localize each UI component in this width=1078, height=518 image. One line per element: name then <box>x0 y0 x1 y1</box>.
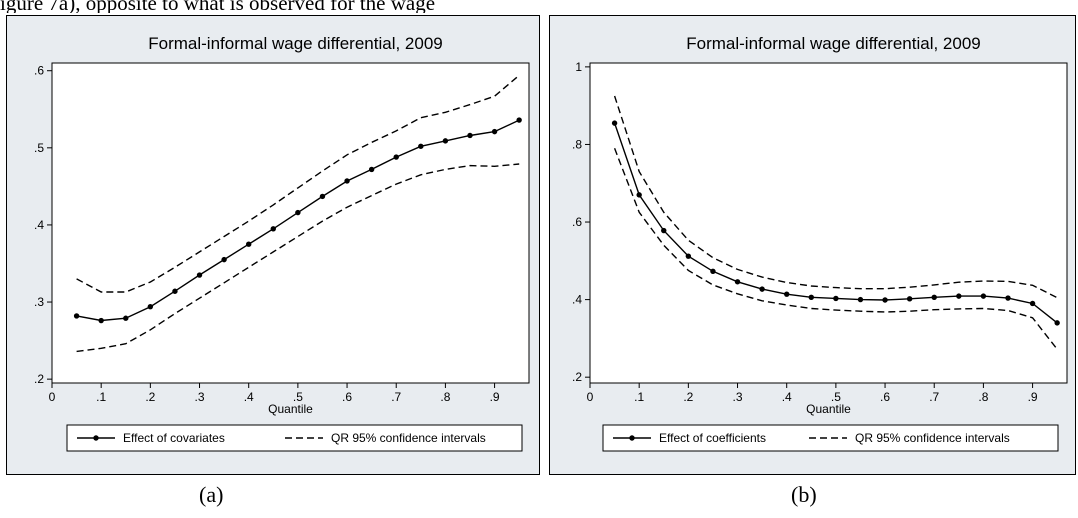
data-point <box>98 317 104 324</box>
data-point <box>393 154 399 160</box>
data-point <box>611 120 618 126</box>
data-point <box>685 253 692 259</box>
data-point <box>906 296 913 302</box>
x-tick-label: .4 <box>244 390 254 404</box>
y-tick-label: .5 <box>34 141 44 155</box>
y-tick-label: .4 <box>572 293 582 307</box>
chart-b-svg: Formal-informal wage differential, 2009.… <box>572 34 1068 452</box>
x-tick-label: 0 <box>49 390 56 404</box>
ci-line <box>76 163 520 353</box>
data-point <box>73 313 80 319</box>
chart-title: Formal-informal wage differential, 2009 <box>148 34 443 53</box>
chart-a-svg: Formal-informal wage differential, 2009.… <box>34 34 530 452</box>
legend-box <box>602 424 1059 452</box>
clipped-header-text: igure 7a), opposite to what is observed … <box>0 0 436 13</box>
data-point <box>710 268 716 274</box>
x-tick-label: .5 <box>831 390 841 404</box>
y-tick-label: .6 <box>572 215 582 229</box>
y-tick-label: .2 <box>572 370 582 384</box>
x-tick-label: .8 <box>978 390 988 404</box>
ci-line <box>76 74 520 293</box>
legend-label-estimate: Effect of covariates <box>123 431 225 445</box>
caption-b: (b) <box>791 482 817 507</box>
chart-title: Formal-informal wage differential, 2009 <box>686 34 981 53</box>
data-point <box>123 315 129 321</box>
legend-marker <box>93 435 99 441</box>
x-tick-label: .6 <box>880 390 890 404</box>
x-tick-label: .3 <box>195 390 205 404</box>
data-point <box>246 241 252 247</box>
plot-area <box>589 62 1068 384</box>
data-point <box>1054 320 1060 326</box>
data-point <box>516 117 522 123</box>
data-point <box>956 293 962 299</box>
data-point <box>833 295 839 302</box>
data-point <box>172 288 178 294</box>
y-tick-label: 1 <box>575 60 582 74</box>
data-point <box>221 256 227 263</box>
y-tick-label: .4 <box>34 218 44 232</box>
x-tick-label: .5 <box>293 390 303 404</box>
data-point <box>784 291 790 297</box>
data-point <box>882 297 888 303</box>
legend-label-ci: QR 95% confidence intervals <box>855 431 1010 445</box>
data-point <box>319 193 326 200</box>
data-point <box>636 192 642 198</box>
plot-area <box>51 62 530 384</box>
data-point <box>368 166 375 173</box>
data-point <box>196 272 203 278</box>
data-point <box>980 293 987 299</box>
x-tick-label: 0 <box>587 390 594 404</box>
x-tick-label: .8 <box>440 390 450 404</box>
x-tick-label: .1 <box>634 390 644 404</box>
chart-panel-a: Formal-informal wage differential, 2009.… <box>6 15 540 475</box>
caption-a: (a) <box>199 482 224 507</box>
chart-panel-b: Formal-informal wage differential, 2009.… <box>549 15 1076 475</box>
legend-label-estimate: Effect of coefficients <box>659 431 766 445</box>
x-tick-label: .6 <box>342 390 352 404</box>
x-tick-label: .1 <box>96 390 106 404</box>
data-point <box>1005 295 1011 301</box>
x-tick-label: .9 <box>1028 390 1038 404</box>
data-point <box>857 296 864 303</box>
data-point <box>808 294 814 300</box>
data-point <box>295 209 301 216</box>
x-axis-label: Quantile <box>268 402 313 416</box>
data-point <box>931 294 937 300</box>
legend-box <box>66 424 523 452</box>
x-tick-label: .2 <box>145 390 155 404</box>
x-tick-label: .3 <box>733 390 743 404</box>
ci-line <box>613 95 1058 299</box>
y-tick-label: .3 <box>34 295 44 309</box>
data-point <box>734 279 741 285</box>
legend-marker <box>629 435 635 441</box>
data-point <box>418 143 424 149</box>
data-point <box>147 303 154 310</box>
x-tick-label: .7 <box>391 390 401 404</box>
data-point <box>1029 300 1036 307</box>
data-point <box>344 178 350 184</box>
x-tick-label: .7 <box>929 390 939 404</box>
data-point <box>467 132 473 139</box>
y-tick-label: .8 <box>572 137 582 151</box>
y-tick-label: .2 <box>34 372 44 386</box>
data-point <box>491 128 498 135</box>
y-tick-label: .6 <box>34 64 44 78</box>
x-tick-label: .2 <box>683 390 693 404</box>
x-tick-label: .4 <box>782 390 792 404</box>
data-point <box>661 227 667 234</box>
ci-line <box>613 148 1058 350</box>
data-point <box>442 138 449 144</box>
data-point <box>759 286 765 292</box>
data-point <box>270 226 276 232</box>
x-axis-label: Quantile <box>806 402 851 416</box>
legend-label-ci: QR 95% confidence intervals <box>331 431 486 445</box>
x-tick-label: .9 <box>490 390 500 404</box>
